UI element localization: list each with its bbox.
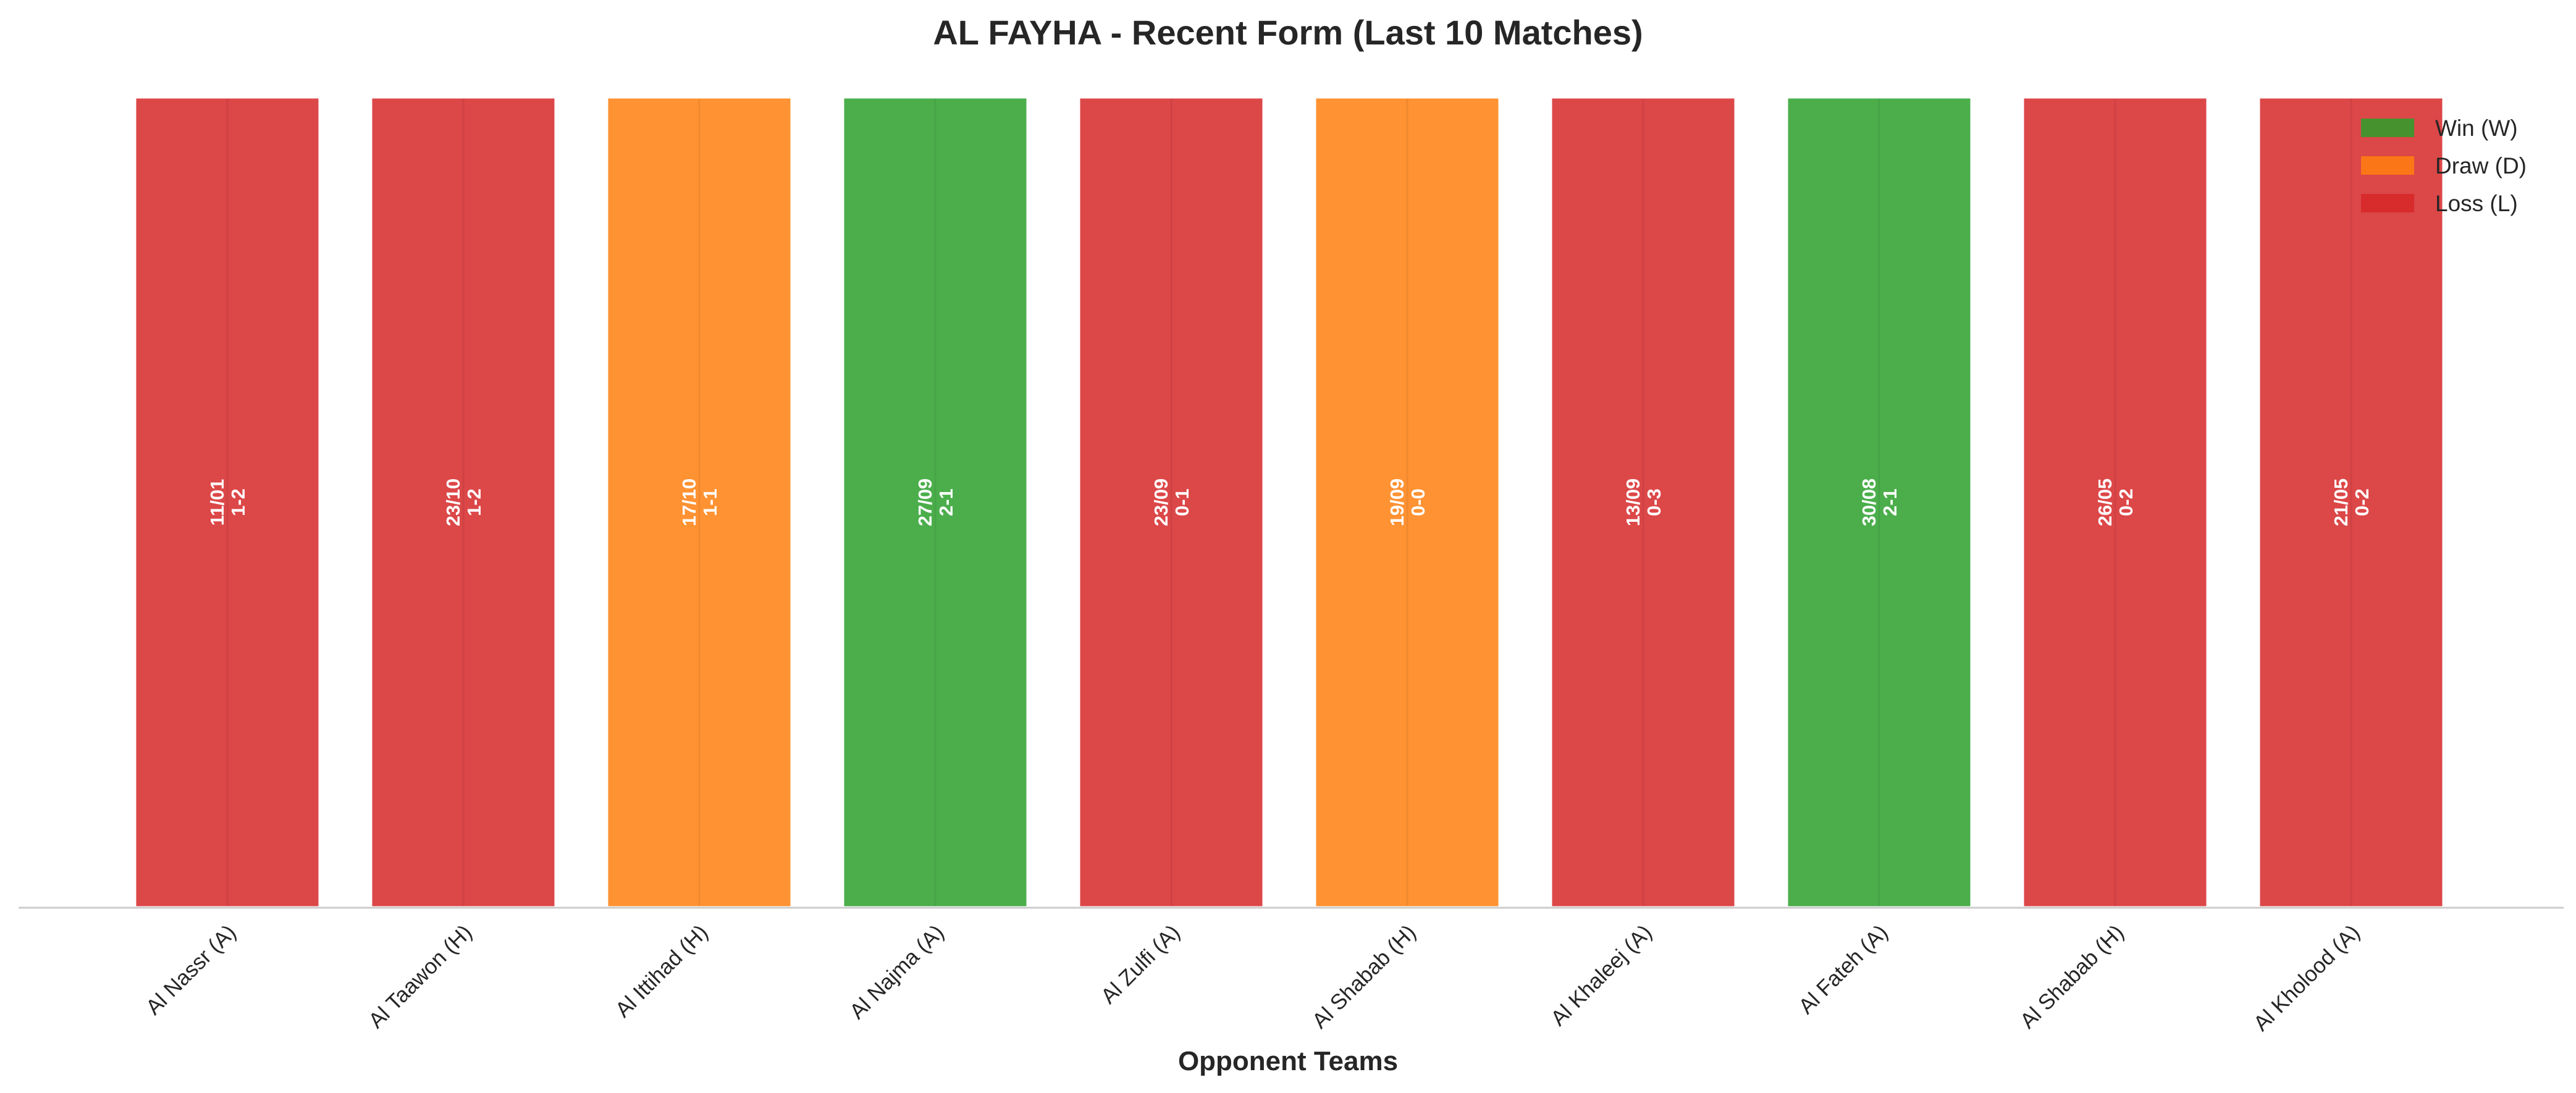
bar-label-1: 11/011-2	[206, 479, 249, 526]
x-tick-label-6: Al Shabab (H)	[1308, 920, 1421, 1033]
bar-score-8: 2-1	[1879, 488, 1901, 516]
bar-date-3: 17/10	[678, 479, 700, 527]
legend-label-l: Loss (L)	[2435, 191, 2518, 216]
bar-label-4: 27/092-1	[914, 479, 957, 527]
bar-2	[369, 95, 558, 910]
bar-score-1: 1-2	[227, 488, 249, 516]
bar-score-6: 0-0	[1407, 488, 1429, 516]
bar-date-4: 27/09	[914, 479, 936, 527]
bar-score-9: 0-2	[2115, 488, 2137, 516]
bar-date-6: 19/09	[1386, 479, 1408, 527]
bar-4	[841, 95, 1030, 910]
bar-date-5: 23/09	[1150, 479, 1172, 527]
bar-1	[133, 95, 322, 910]
bar-label-6: 19/090-0	[1386, 479, 1429, 527]
bar-7	[1549, 95, 1738, 910]
x-tick-label-9: Al Shabab (H)	[2016, 920, 2129, 1033]
bar-5	[1077, 95, 1266, 910]
bar-label-9: 26/050-2	[2094, 479, 2137, 527]
legend-swatch-l	[2361, 194, 2414, 212]
x-tick-label-5: Al Zulfi (A)	[1096, 920, 1185, 1008]
bar-date-10: 21/05	[2330, 479, 2352, 527]
bar-score-10: 0-2	[2351, 488, 2373, 516]
bar-date-2: 23/10	[442, 479, 464, 527]
bar-label-7: 13/090-3	[1622, 479, 1665, 527]
x-axis-label: Opponent Teams	[1178, 1046, 1398, 1076]
bar-3	[605, 95, 794, 910]
legend: Win (W) Draw (D) Loss (L)	[2361, 115, 2527, 216]
bar-label-3: 17/101-1	[678, 479, 721, 527]
bar-date-8: 30/08	[1858, 479, 1880, 527]
x-tick-label-8: Al Fateh (A)	[1794, 920, 1893, 1019]
bars-group: 11/011-2 23/101-2 17/101-1 27/092-1 23/090-1…	[133, 95, 2446, 910]
bar-score-2: 1-2	[463, 488, 485, 516]
bar-score-4: 2-1	[935, 488, 957, 516]
x-tick-label-3: Al Ittihad (H)	[611, 920, 713, 1022]
bar-score-7: 0-3	[1643, 488, 1665, 516]
bar-date-1: 11/01	[206, 479, 228, 526]
bar-score-3: 1-1	[699, 488, 721, 516]
bar-6	[1313, 95, 1502, 910]
bar-label-5: 23/090-1	[1150, 479, 1193, 527]
bar-10	[2257, 95, 2446, 910]
bar-date-9: 26/05	[2094, 479, 2116, 527]
legend-label-d: Draw (D)	[2435, 153, 2527, 178]
bar-label-10: 21/050-2	[2330, 479, 2373, 527]
x-tick-label-1: Al Nassr (A)	[141, 920, 241, 1020]
legend-swatch-d	[2361, 156, 2414, 175]
legend-swatch-w	[2361, 119, 2414, 137]
x-tick-labels: Al Nassr (A) Al Taawon (H) Al Ittihad (H) A…	[141, 920, 2365, 1036]
bar-label-8: 30/082-1	[1858, 479, 1901, 527]
x-tick-label-2: Al Taawon (H)	[364, 920, 477, 1033]
bar-score-5: 0-1	[1171, 488, 1193, 516]
x-tick-label-4: Al Najma (A)	[845, 920, 949, 1024]
bar-label-2: 23/101-2	[442, 479, 485, 527]
x-tick-label-10: Al Kholood (A)	[2249, 920, 2365, 1036]
x-tick-label-7: Al Khaleej (A)	[1546, 920, 1657, 1031]
legend-label-w: Win (W)	[2435, 115, 2518, 141]
chart-title: AL FAYHA - Recent Form (Last 10 Matches)	[933, 13, 1643, 52]
bar-date-7: 13/09	[1622, 479, 1644, 527]
